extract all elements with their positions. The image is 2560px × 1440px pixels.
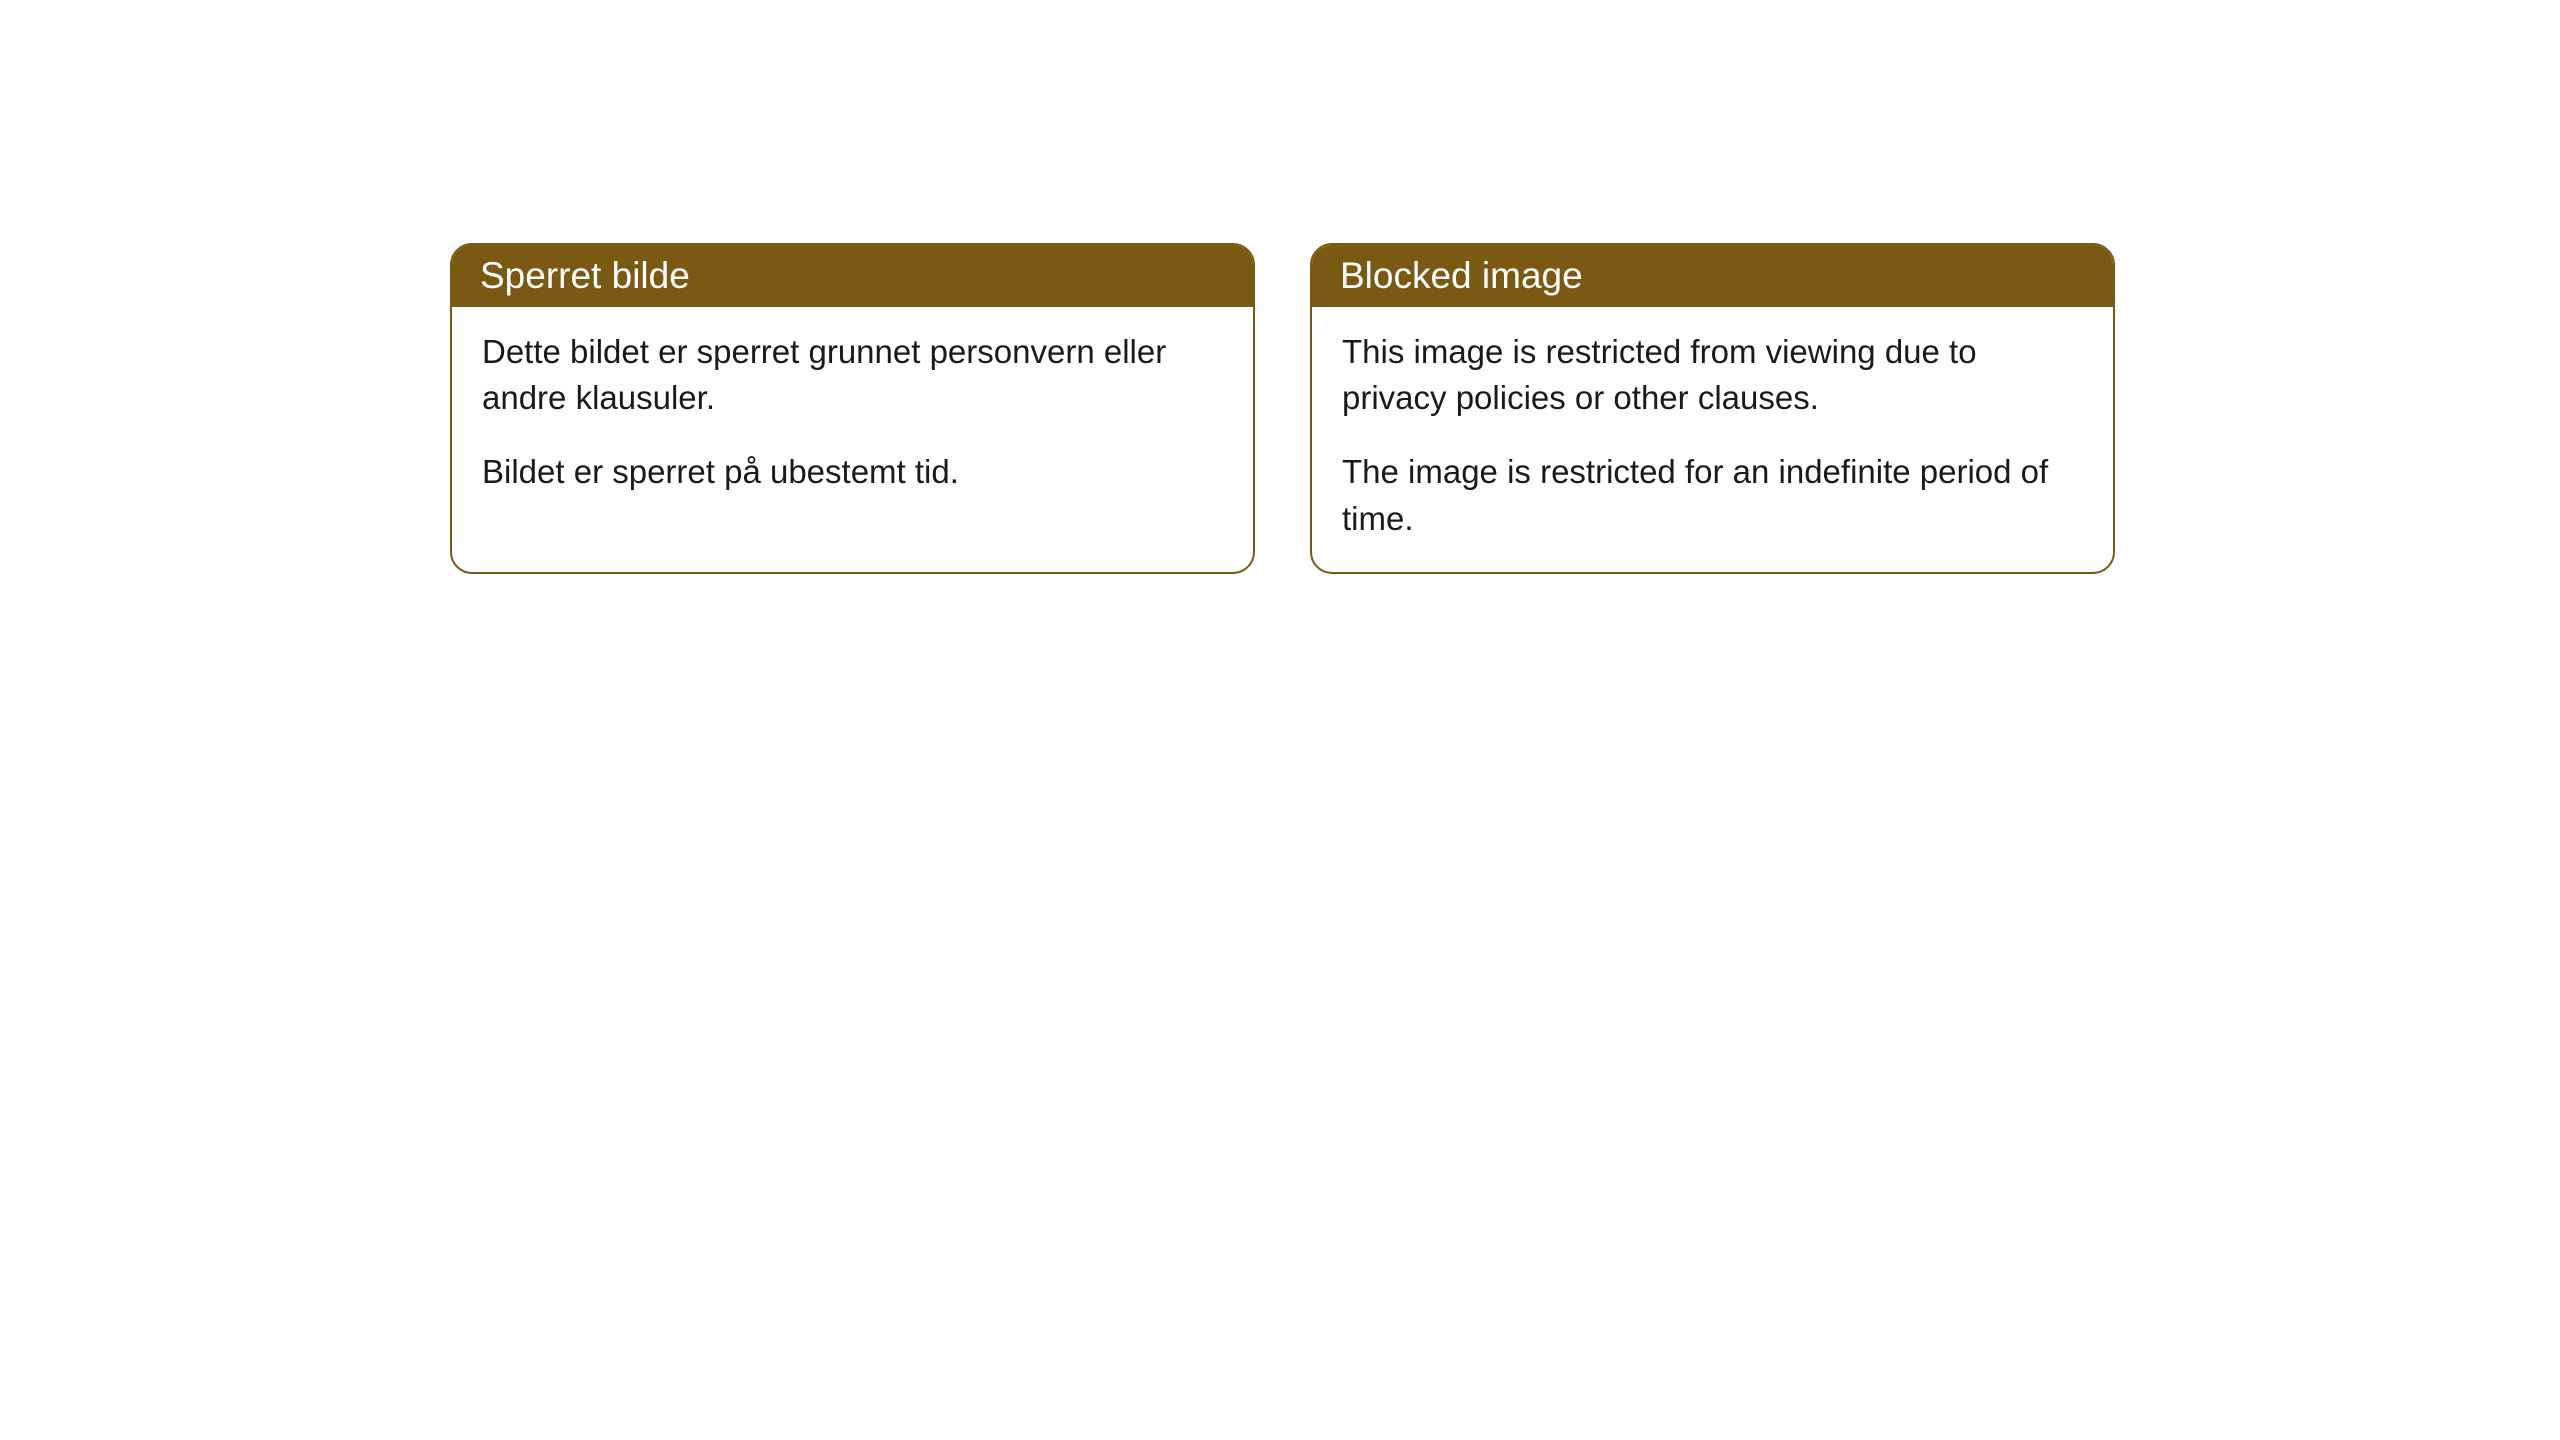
notice-card-norwegian: Sperret bilde Dette bildet er sperret gr… <box>450 243 1255 574</box>
card-paragraph: Bildet er sperret på ubestemt tid. <box>482 449 1223 495</box>
card-title: Blocked image <box>1340 255 1583 296</box>
card-header: Blocked image <box>1312 245 2113 307</box>
card-paragraph: This image is restricted from viewing du… <box>1342 329 2083 421</box>
card-header: Sperret bilde <box>452 245 1253 307</box>
notice-card-english: Blocked image This image is restricted f… <box>1310 243 2115 574</box>
card-paragraph: Dette bildet er sperret grunnet personve… <box>482 329 1223 421</box>
card-paragraph: The image is restricted for an indefinit… <box>1342 449 2083 541</box>
notice-cards-container: Sperret bilde Dette bildet er sperret gr… <box>450 243 2115 574</box>
card-body: This image is restricted from viewing du… <box>1312 307 2113 572</box>
card-body: Dette bildet er sperret grunnet personve… <box>452 307 1253 526</box>
card-title: Sperret bilde <box>480 255 690 296</box>
